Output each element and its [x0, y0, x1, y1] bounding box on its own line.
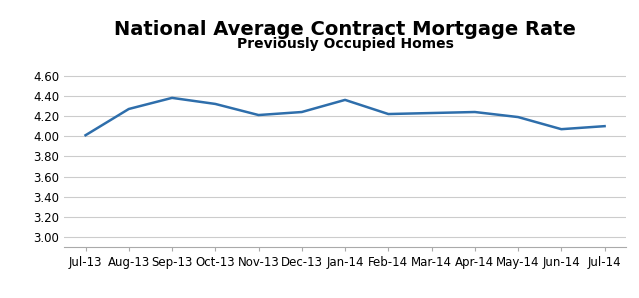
Text: Previously Occupied Homes: Previously Occupied Homes [236, 37, 454, 51]
Title: National Average Contract Mortgage Rate: National Average Contract Mortgage Rate [114, 20, 576, 39]
